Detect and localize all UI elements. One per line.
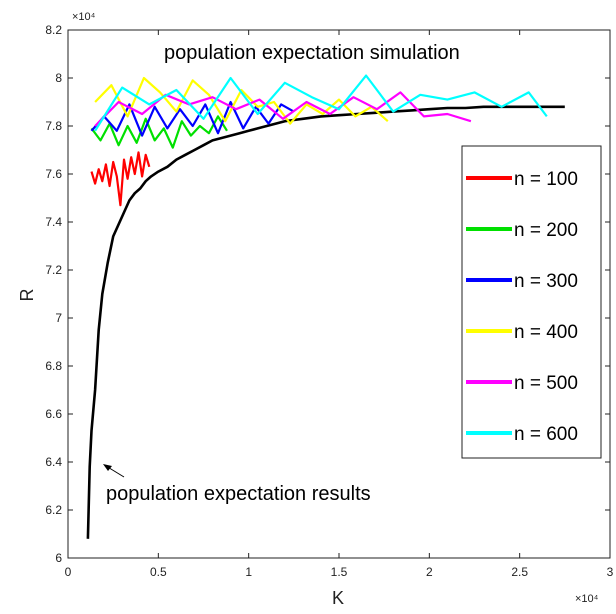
x-tick-label: 3	[607, 565, 614, 579]
legend-label: n = 500	[514, 373, 578, 394]
y-tick-label: 7	[55, 311, 62, 325]
annotation-simulation: population expectation simulation	[164, 42, 460, 64]
y-tick-label: 6	[55, 551, 62, 565]
series-line-400	[94, 76, 389, 125]
x-tick-label: 0	[65, 565, 72, 579]
y-tick-label: 8	[55, 71, 62, 85]
annotation-results: population expectation results	[106, 483, 371, 505]
legend: n = 100 n = 200 n = 300 n = 400 n = 500 n = 6…	[461, 145, 602, 459]
y-tick-label: 8.2	[45, 23, 62, 37]
legend-label: n = 300	[514, 271, 578, 292]
series-line-expectation-results	[86, 105, 565, 539]
y-tick-label: 7.2	[45, 263, 62, 277]
legend-box	[461, 145, 602, 459]
y-tick-label: 6.8	[45, 359, 62, 373]
legend-items: n = 100 n = 200 n = 300 n = 400 n = 500 n = 6…	[466, 169, 578, 445]
y-axis-label: R	[17, 289, 37, 302]
series-line-200	[90, 115, 228, 149]
x-tick-label: 2.5	[511, 565, 528, 579]
series-line-100	[90, 151, 151, 207]
tick-layer: 0 0.5 1 1.5 2 2.5 3 6 6.2 6.4 6.6 6.8 7 7.2 7.4 7.6 7.8 8…	[45, 23, 613, 579]
series-layer	[86, 74, 565, 539]
x-tick-label: 0.5	[150, 565, 167, 579]
y-tick-label: 6.6	[45, 407, 62, 421]
y-tick-label: 6.4	[45, 455, 62, 469]
y-exponent-label: ×10⁴	[72, 11, 96, 23]
x-tick-label: 1.5	[331, 565, 348, 579]
x-axis-label: K	[332, 588, 344, 608]
x-tick-label: 2	[426, 565, 433, 579]
legend-label: n = 400	[514, 322, 578, 343]
y-tick-label: 7.4	[45, 215, 62, 229]
series-line-500	[94, 91, 472, 127]
y-tick-label: 7.6	[45, 167, 62, 181]
x-tick-label: 1	[245, 565, 252, 579]
y-tick-label: 7.8	[45, 119, 62, 133]
x-exponent-label: ×10⁴	[575, 593, 599, 605]
legend-label: n = 200	[514, 220, 578, 241]
legend-label: n = 100	[514, 169, 578, 190]
legend-label: n = 600	[514, 424, 578, 445]
annotation-arrow-head	[103, 464, 112, 471]
series-line-600	[94, 74, 548, 132]
y-tick-label: 6.2	[45, 503, 62, 517]
